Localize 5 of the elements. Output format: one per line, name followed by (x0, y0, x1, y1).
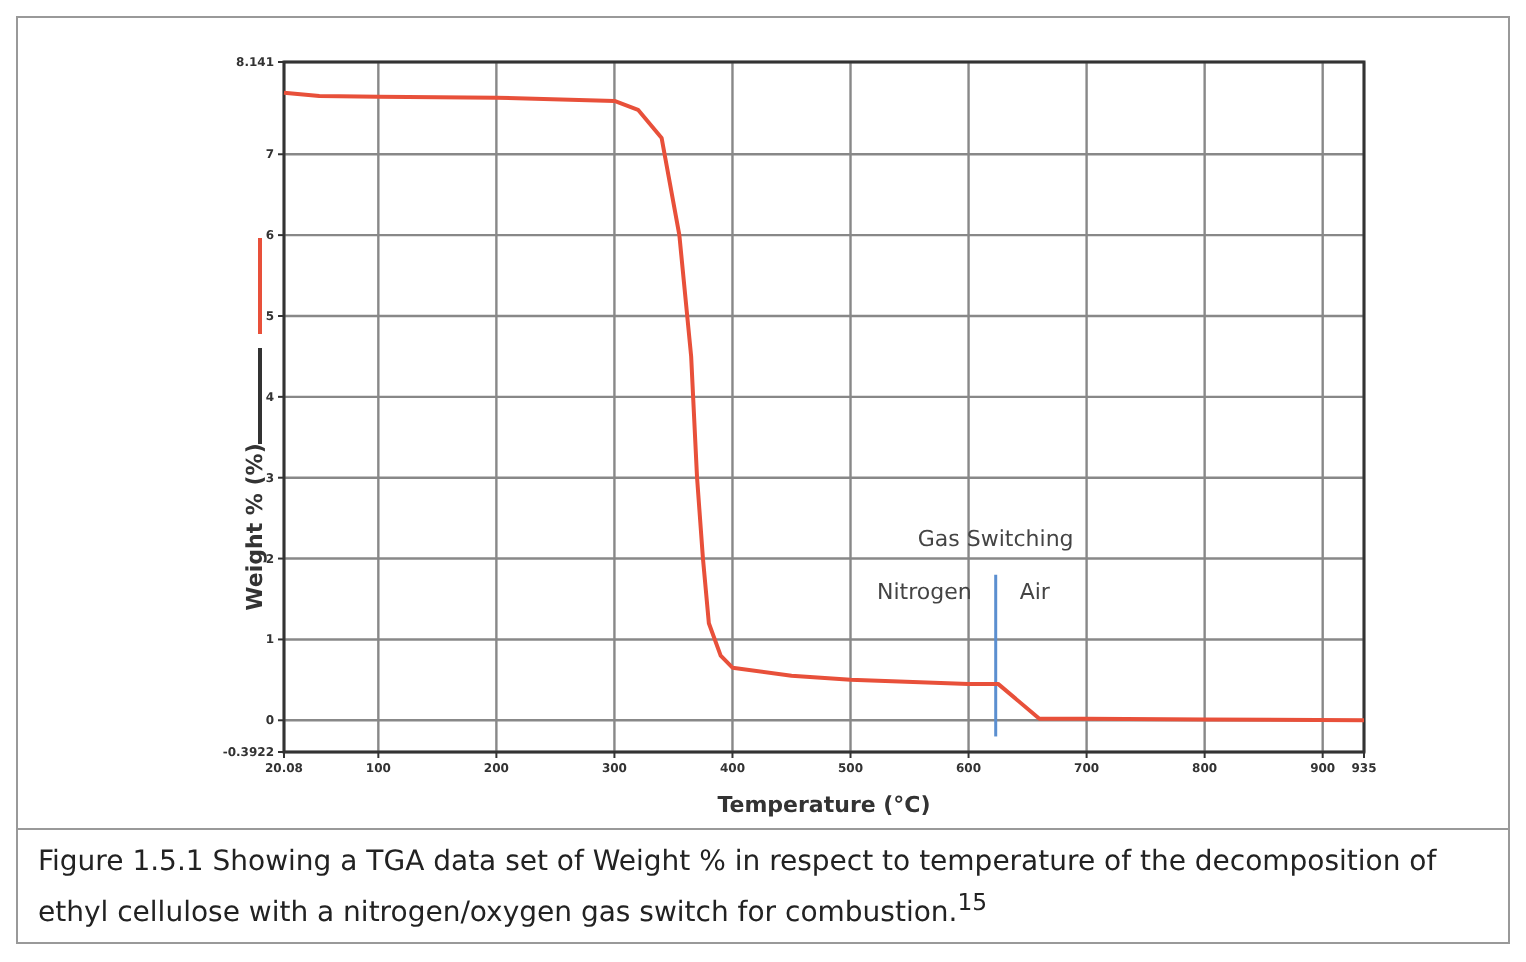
line-series (282, 90, 1366, 723)
annotation: Air (1019, 579, 1051, 605)
x-axis-title: Temperature (°C) (717, 792, 931, 818)
caption: Figure 1.5.1 Showing a TGA data set of Weight % in respect to temperature of the decomposition of ethyl cellulose with a nitrogen/oxygen gas switch for combustion.$^{15}$ (18, 828, 1508, 942)
y-axis-title: Weight % (%) (242, 443, 268, 611)
